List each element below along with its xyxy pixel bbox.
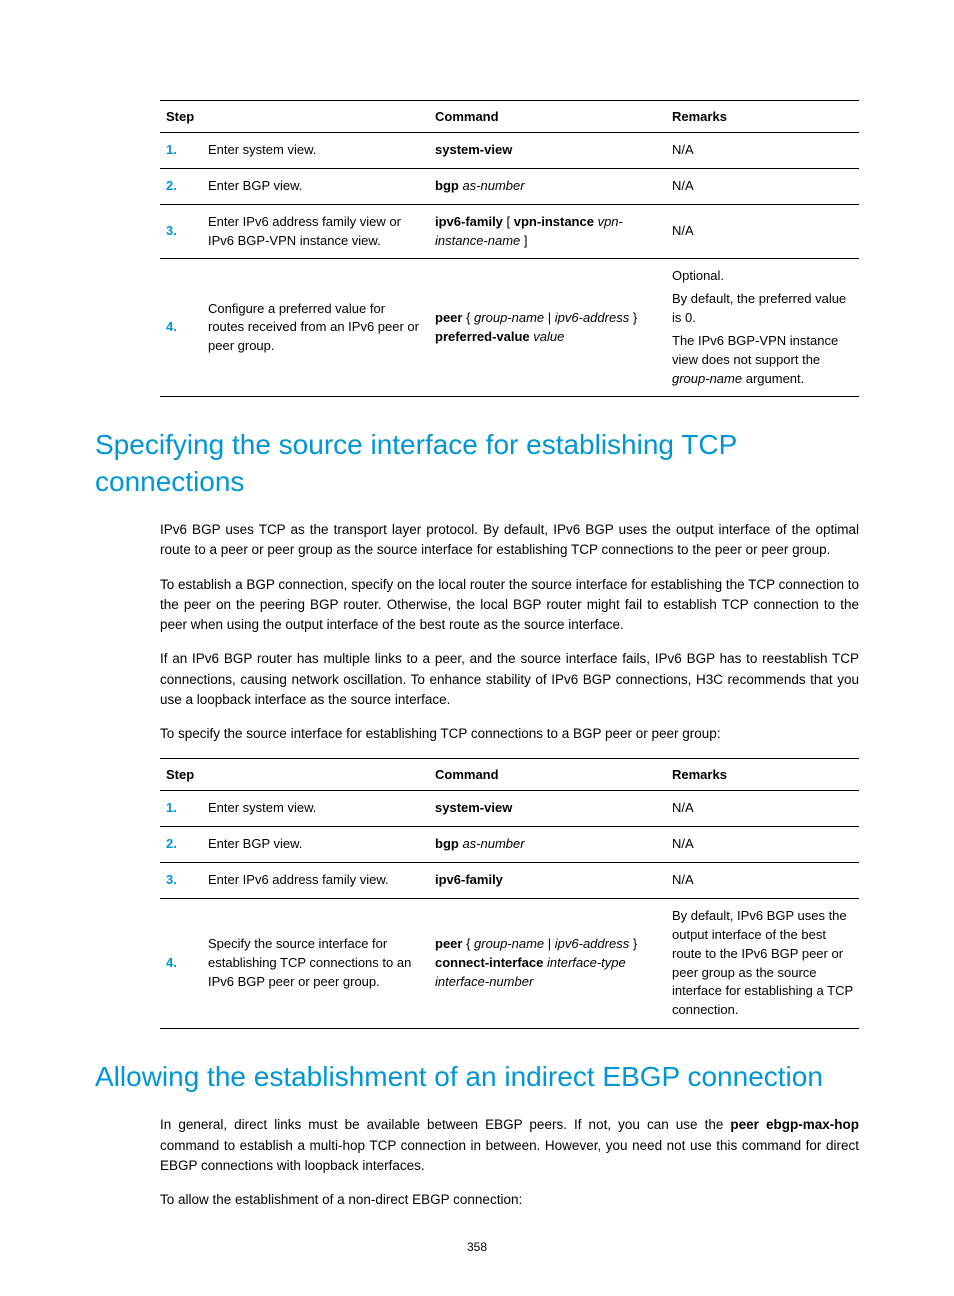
step-number: 3. [160, 204, 202, 259]
section-heading-tcp-source: Specifying the source interface for esta… [95, 427, 859, 500]
step-desc: Enter IPv6 address family view. [202, 863, 429, 899]
paragraph: In general, direct links must be availab… [160, 1115, 859, 1176]
th-step: Step [160, 759, 429, 791]
table-row: 4. Specify the source interface for esta… [160, 899, 859, 1029]
table-row: 1. Enter system view. system-view N/A [160, 791, 859, 827]
table-header-row: Step Command Remarks [160, 101, 859, 133]
th-command: Command [429, 101, 666, 133]
table-row: 3. Enter IPv6 address family view or IPv… [160, 204, 859, 259]
step-number: 2. [160, 168, 202, 204]
table1-wrapper: Step Command Remarks 1. Enter system vie… [160, 100, 859, 397]
step-remarks: N/A [666, 168, 859, 204]
step-remarks: N/A [666, 133, 859, 169]
step-desc: Enter BGP view. [202, 827, 429, 863]
section-body-2: In general, direct links must be availab… [160, 1115, 859, 1210]
paragraph: If an IPv6 BGP router has multiple links… [160, 649, 859, 710]
th-remarks: Remarks [666, 759, 859, 791]
table-header-row: Step Command Remarks [160, 759, 859, 791]
paragraph: To establish a BGP connection, specify o… [160, 575, 859, 636]
section-body-1: IPv6 BGP uses TCP as the transport layer… [160, 520, 859, 1029]
step-remarks: N/A [666, 827, 859, 863]
step-remarks: N/A [666, 204, 859, 259]
step-command: system-view [429, 791, 666, 827]
table-row: 2. Enter BGP view. bgp as-number N/A [160, 168, 859, 204]
step-desc: Enter system view. [202, 133, 429, 169]
table-row: 2. Enter BGP view. bgp as-number N/A [160, 827, 859, 863]
step-remarks: By default, IPv6 BGP uses the output int… [666, 899, 859, 1029]
paragraph: To allow the establishment of a non-dire… [160, 1190, 859, 1210]
step-number: 1. [160, 133, 202, 169]
step-remarks: N/A [666, 791, 859, 827]
step-desc: Enter BGP view. [202, 168, 429, 204]
step-command: peer { group-name | ipv6-address } prefe… [429, 259, 666, 397]
step-command: ipv6-family [ vpn-instance vpn-instance-… [429, 204, 666, 259]
page-number: 358 [95, 1240, 859, 1254]
page-container: Step Command Remarks 1. Enter system vie… [0, 0, 954, 1294]
paragraph: IPv6 BGP uses TCP as the transport layer… [160, 520, 859, 561]
th-command: Command [429, 759, 666, 791]
step-desc: Enter IPv6 address family view or IPv6 B… [202, 204, 429, 259]
step-number: 3. [160, 863, 202, 899]
step-number: 1. [160, 791, 202, 827]
procedure-table-2: Step Command Remarks 1. Enter system vie… [160, 758, 859, 1029]
step-desc: Enter system view. [202, 791, 429, 827]
step-command: system-view [429, 133, 666, 169]
step-remarks: N/A [666, 863, 859, 899]
step-command: peer { group-name | ipv6-address } conne… [429, 899, 666, 1029]
step-number: 2. [160, 827, 202, 863]
step-command: bgp as-number [429, 827, 666, 863]
th-remarks: Remarks [666, 101, 859, 133]
section-heading-ebgp: Allowing the establishment of an indirec… [95, 1059, 859, 1095]
step-command: ipv6-family [429, 863, 666, 899]
step-command: bgp as-number [429, 168, 666, 204]
step-number: 4. [160, 899, 202, 1029]
table-row: 1. Enter system view. system-view N/A [160, 133, 859, 169]
procedure-table-1: Step Command Remarks 1. Enter system vie… [160, 100, 859, 397]
step-desc: Configure a preferred value for routes r… [202, 259, 429, 397]
paragraph: To specify the source interface for esta… [160, 724, 859, 744]
table-row: 3. Enter IPv6 address family view. ipv6-… [160, 863, 859, 899]
table-row: 4. Configure a preferred value for route… [160, 259, 859, 397]
th-step: Step [160, 101, 429, 133]
step-remarks: Optional. By default, the preferred valu… [666, 259, 859, 397]
step-desc: Specify the source interface for establi… [202, 899, 429, 1029]
step-number: 4. [160, 259, 202, 397]
